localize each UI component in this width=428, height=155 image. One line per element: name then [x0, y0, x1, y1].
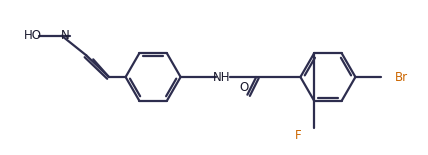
Text: O: O: [240, 81, 249, 94]
Text: Br: Br: [395, 71, 408, 84]
Text: N: N: [61, 29, 70, 42]
Text: F: F: [295, 129, 302, 142]
Text: HO: HO: [24, 29, 42, 42]
Text: NH: NH: [213, 71, 231, 84]
